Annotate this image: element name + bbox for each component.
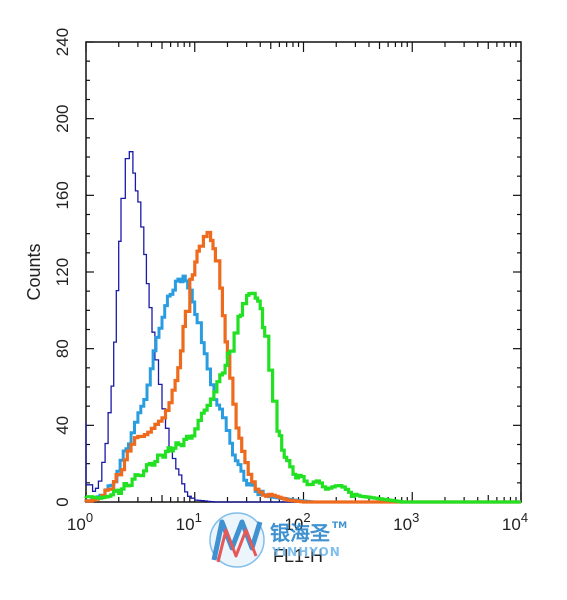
x-tick-label: 102 [284,510,310,534]
y-tick-label: 40 [53,416,72,435]
x-axis-label: FL1-H [273,546,323,566]
x-tick-label: 101 [176,510,202,534]
x-tick-label: 100 [67,510,93,534]
x-tick-label: 104 [502,510,528,534]
x-tick-label: 103 [393,510,419,534]
y-axis-tick-labels: 0 40 80 120 160 200 240 [53,28,72,507]
y-tick-label: 160 [53,181,72,209]
watermark-latin: YINHYON [271,545,341,559]
y-tick-label: 80 [53,339,72,358]
y-tick-label: 200 [53,104,72,132]
histogram-series-3 [84,230,521,504]
brand-watermark: 银海圣 TM YINHYON [209,512,347,568]
watermark-trademark: TM [332,521,347,531]
watermark-chinese: 银海圣 [270,521,331,545]
brand-logo-icon [209,512,265,568]
histogram-series-4 [84,291,521,504]
histogram-series-1 [85,151,521,503]
x-axis-ticks [85,42,522,502]
histogram-series-2 [84,274,521,504]
x-axis-tick-labels: 100 101 102 103 104 [67,510,528,534]
histogram-series [84,151,521,504]
y-tick-label: 240 [53,28,72,56]
y-tick-label: 0 [53,497,72,506]
y-tick-label: 120 [53,258,72,286]
y-axis-label: Counts [24,243,44,300]
